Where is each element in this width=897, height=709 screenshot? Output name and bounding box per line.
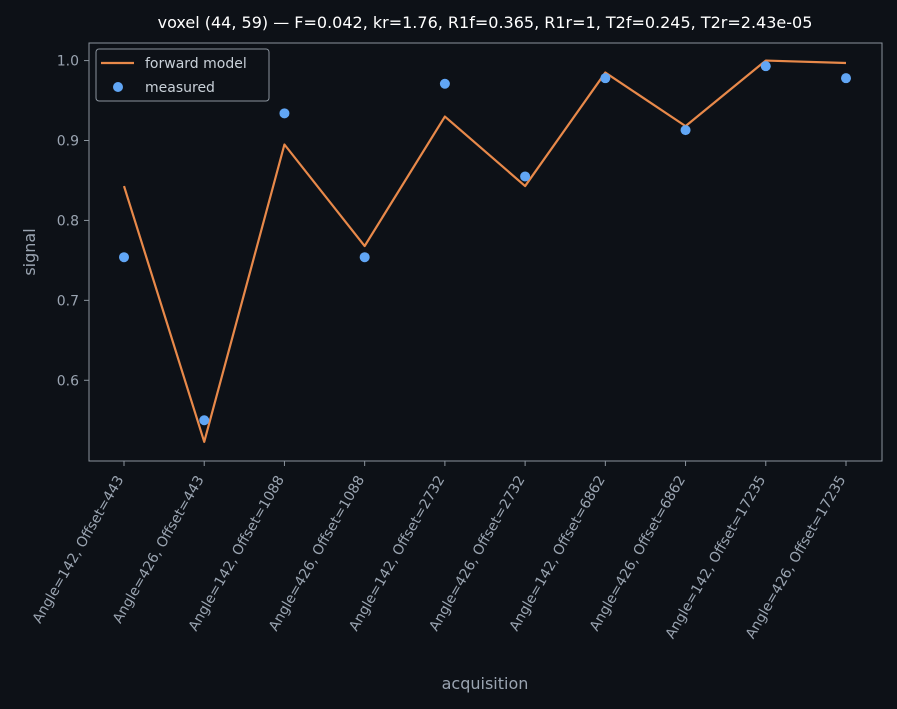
x-tick-label: Angle=142, Offset=443 xyxy=(30,473,128,626)
data-point-measured xyxy=(520,171,531,182)
data-point-measured xyxy=(760,61,771,72)
series-measured xyxy=(119,61,851,426)
y-tick-label: 1.0 xyxy=(57,54,79,70)
series-line-forward-model xyxy=(122,59,847,443)
chart-title: voxel (44, 59) — F=0.042, kr=1.76, R1f=0… xyxy=(158,13,813,32)
y-tick-label: 0.9 xyxy=(57,134,79,150)
legend-dot-swatch xyxy=(113,82,123,92)
y-tick-label: 0.6 xyxy=(57,373,79,389)
y-axis: 0.6 0.7 0.8 0.9 1.0 xyxy=(57,54,89,389)
y-tick-label: 0.7 xyxy=(57,293,79,309)
x-tick-label: Angle=426, Offset=443 xyxy=(110,473,208,626)
legend-label-measured: measured xyxy=(145,80,215,96)
y-axis-label: signal xyxy=(20,228,39,275)
x-tick-label: Angle=426, Offset=1088 xyxy=(266,473,368,634)
data-point-measured xyxy=(279,108,290,119)
x-tick-label: Angle=426, Offset=2732 xyxy=(426,473,528,634)
x-tick-label: Angle=426, Offset=6862 xyxy=(587,473,689,634)
data-point-measured xyxy=(439,78,450,89)
x-tick-label: Angle=142, Offset=6862 xyxy=(507,473,609,634)
legend: forward model measured xyxy=(95,48,270,102)
data-point-measured xyxy=(119,252,129,263)
data-point-measured xyxy=(680,125,691,136)
data-point-measured xyxy=(199,415,210,426)
data-point-measured xyxy=(841,73,851,84)
plot-area xyxy=(88,42,883,462)
x-tick-label: Angle=142, Offset=2732 xyxy=(346,473,448,634)
legend-box xyxy=(95,48,270,102)
x-axis-label: acquisition xyxy=(442,674,529,693)
y-tick-label: 0.8 xyxy=(57,213,79,229)
x-tick-label: Angle=142, Offset=1088 xyxy=(186,473,288,634)
legend-label-forward-model: forward model xyxy=(145,56,247,72)
data-point-measured xyxy=(600,73,611,84)
data-point-measured xyxy=(359,252,370,263)
